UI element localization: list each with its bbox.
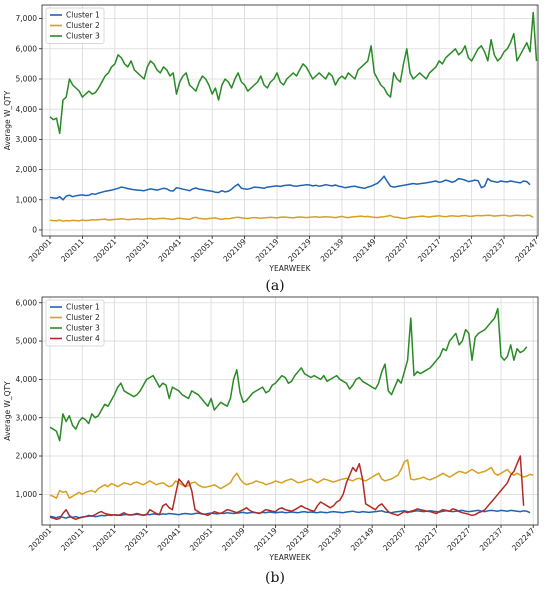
legend-label: Cluster 2: [66, 21, 100, 30]
y-tick-label: 7,000: [16, 14, 38, 23]
panel-b-label: (b): [265, 570, 285, 586]
x-tick-label: 202139: [319, 237, 346, 264]
series-line-cluster-3: [49, 11, 538, 135]
x-tick-label: 202011: [59, 526, 86, 553]
legend-label: Cluster 3: [66, 324, 100, 333]
x-tick-label: 202031: [124, 237, 151, 264]
plot-frame: [41, 296, 539, 526]
series-line-cluster-3: [49, 307, 528, 442]
x-axis-title: YEARWEEK: [268, 553, 311, 562]
x-tick-label: 202207: [384, 237, 411, 264]
x-tick-label: 202227: [446, 526, 473, 553]
y-tick-label: 5,000: [16, 75, 38, 84]
y-tick-label: 6,000: [16, 298, 38, 307]
x-tick-label: 202129: [286, 237, 313, 264]
x-tick-label: 202207: [381, 526, 408, 553]
series-line-cluster-2: [49, 214, 534, 222]
y-tick-label: 0: [32, 226, 37, 235]
x-tick-label: 202001: [27, 526, 54, 553]
series-line-cluster-2: [49, 459, 534, 499]
legend-label: Cluster 1: [66, 11, 100, 20]
legend-label: Cluster 1: [66, 303, 100, 312]
x-tick-label: 202051: [188, 526, 215, 553]
legend-box: [45, 7, 105, 44]
x-tick-label: 202109: [221, 237, 248, 264]
plot-frame: [41, 4, 539, 237]
panel-a-label: (a): [265, 278, 284, 294]
x-tick-label: 202041: [156, 526, 183, 553]
x-tick-label: 202237: [481, 237, 508, 264]
x-tick-label: 202021: [92, 237, 119, 264]
x-tick-label: 202119: [254, 237, 281, 264]
y-tick-label: 3,000: [16, 413, 38, 422]
legend-label: Cluster 3: [66, 32, 100, 41]
x-tick-label: 202139: [317, 526, 344, 553]
y-tick-label: 1,000: [16, 490, 38, 499]
y-tick-label: 2,000: [16, 165, 38, 174]
x-tick-label: 202129: [285, 526, 312, 553]
legend-box: [45, 299, 105, 347]
x-tick-label: 202109: [220, 526, 247, 553]
x-tick-label: 202217: [416, 237, 443, 264]
x-tick-label: 202237: [478, 526, 505, 553]
x-axis-title: YEARWEEK: [268, 264, 311, 273]
x-tick-label: 202031: [123, 526, 150, 553]
x-tick-label: 202051: [189, 237, 216, 264]
x-tick-label: 202247: [513, 237, 540, 264]
y-tick-label: 4,000: [16, 105, 38, 114]
x-tick-label: 202041: [157, 237, 184, 264]
x-tick-label: 202227: [448, 237, 475, 264]
y-tick-label: 1,000: [16, 195, 38, 204]
x-tick-label: 202247: [510, 526, 537, 553]
x-tick-label: 202021: [91, 526, 118, 553]
x-tick-label: 202149: [351, 237, 378, 264]
series-line-cluster-4: [49, 455, 525, 521]
series-line-cluster-1: [49, 175, 531, 201]
x-tick-label: 202001: [27, 237, 54, 264]
y-axis-title: Average W_QTY: [3, 381, 12, 441]
x-tick-label: 202011: [59, 237, 86, 264]
legend-label: Cluster 2: [66, 313, 100, 322]
y-tick-label: 6,000: [16, 44, 38, 53]
y-tick-label: 3,000: [16, 135, 38, 144]
x-tick-label: 202119: [252, 526, 279, 553]
y-tick-label: 2,000: [16, 452, 38, 461]
panel-a: 0 1,000 2,000 3,000 4,000 5,000 6,000 7,000 2020…: [3, 4, 540, 273]
y-tick-label: 5,000: [16, 337, 38, 346]
y-axis-title: Average W_QTY: [3, 90, 12, 150]
x-tick-label: 202149: [349, 526, 376, 553]
y-tick-label: 4,000: [16, 375, 38, 384]
x-tick-label: 202217: [413, 526, 440, 553]
legend-label: Cluster 4: [66, 334, 100, 343]
